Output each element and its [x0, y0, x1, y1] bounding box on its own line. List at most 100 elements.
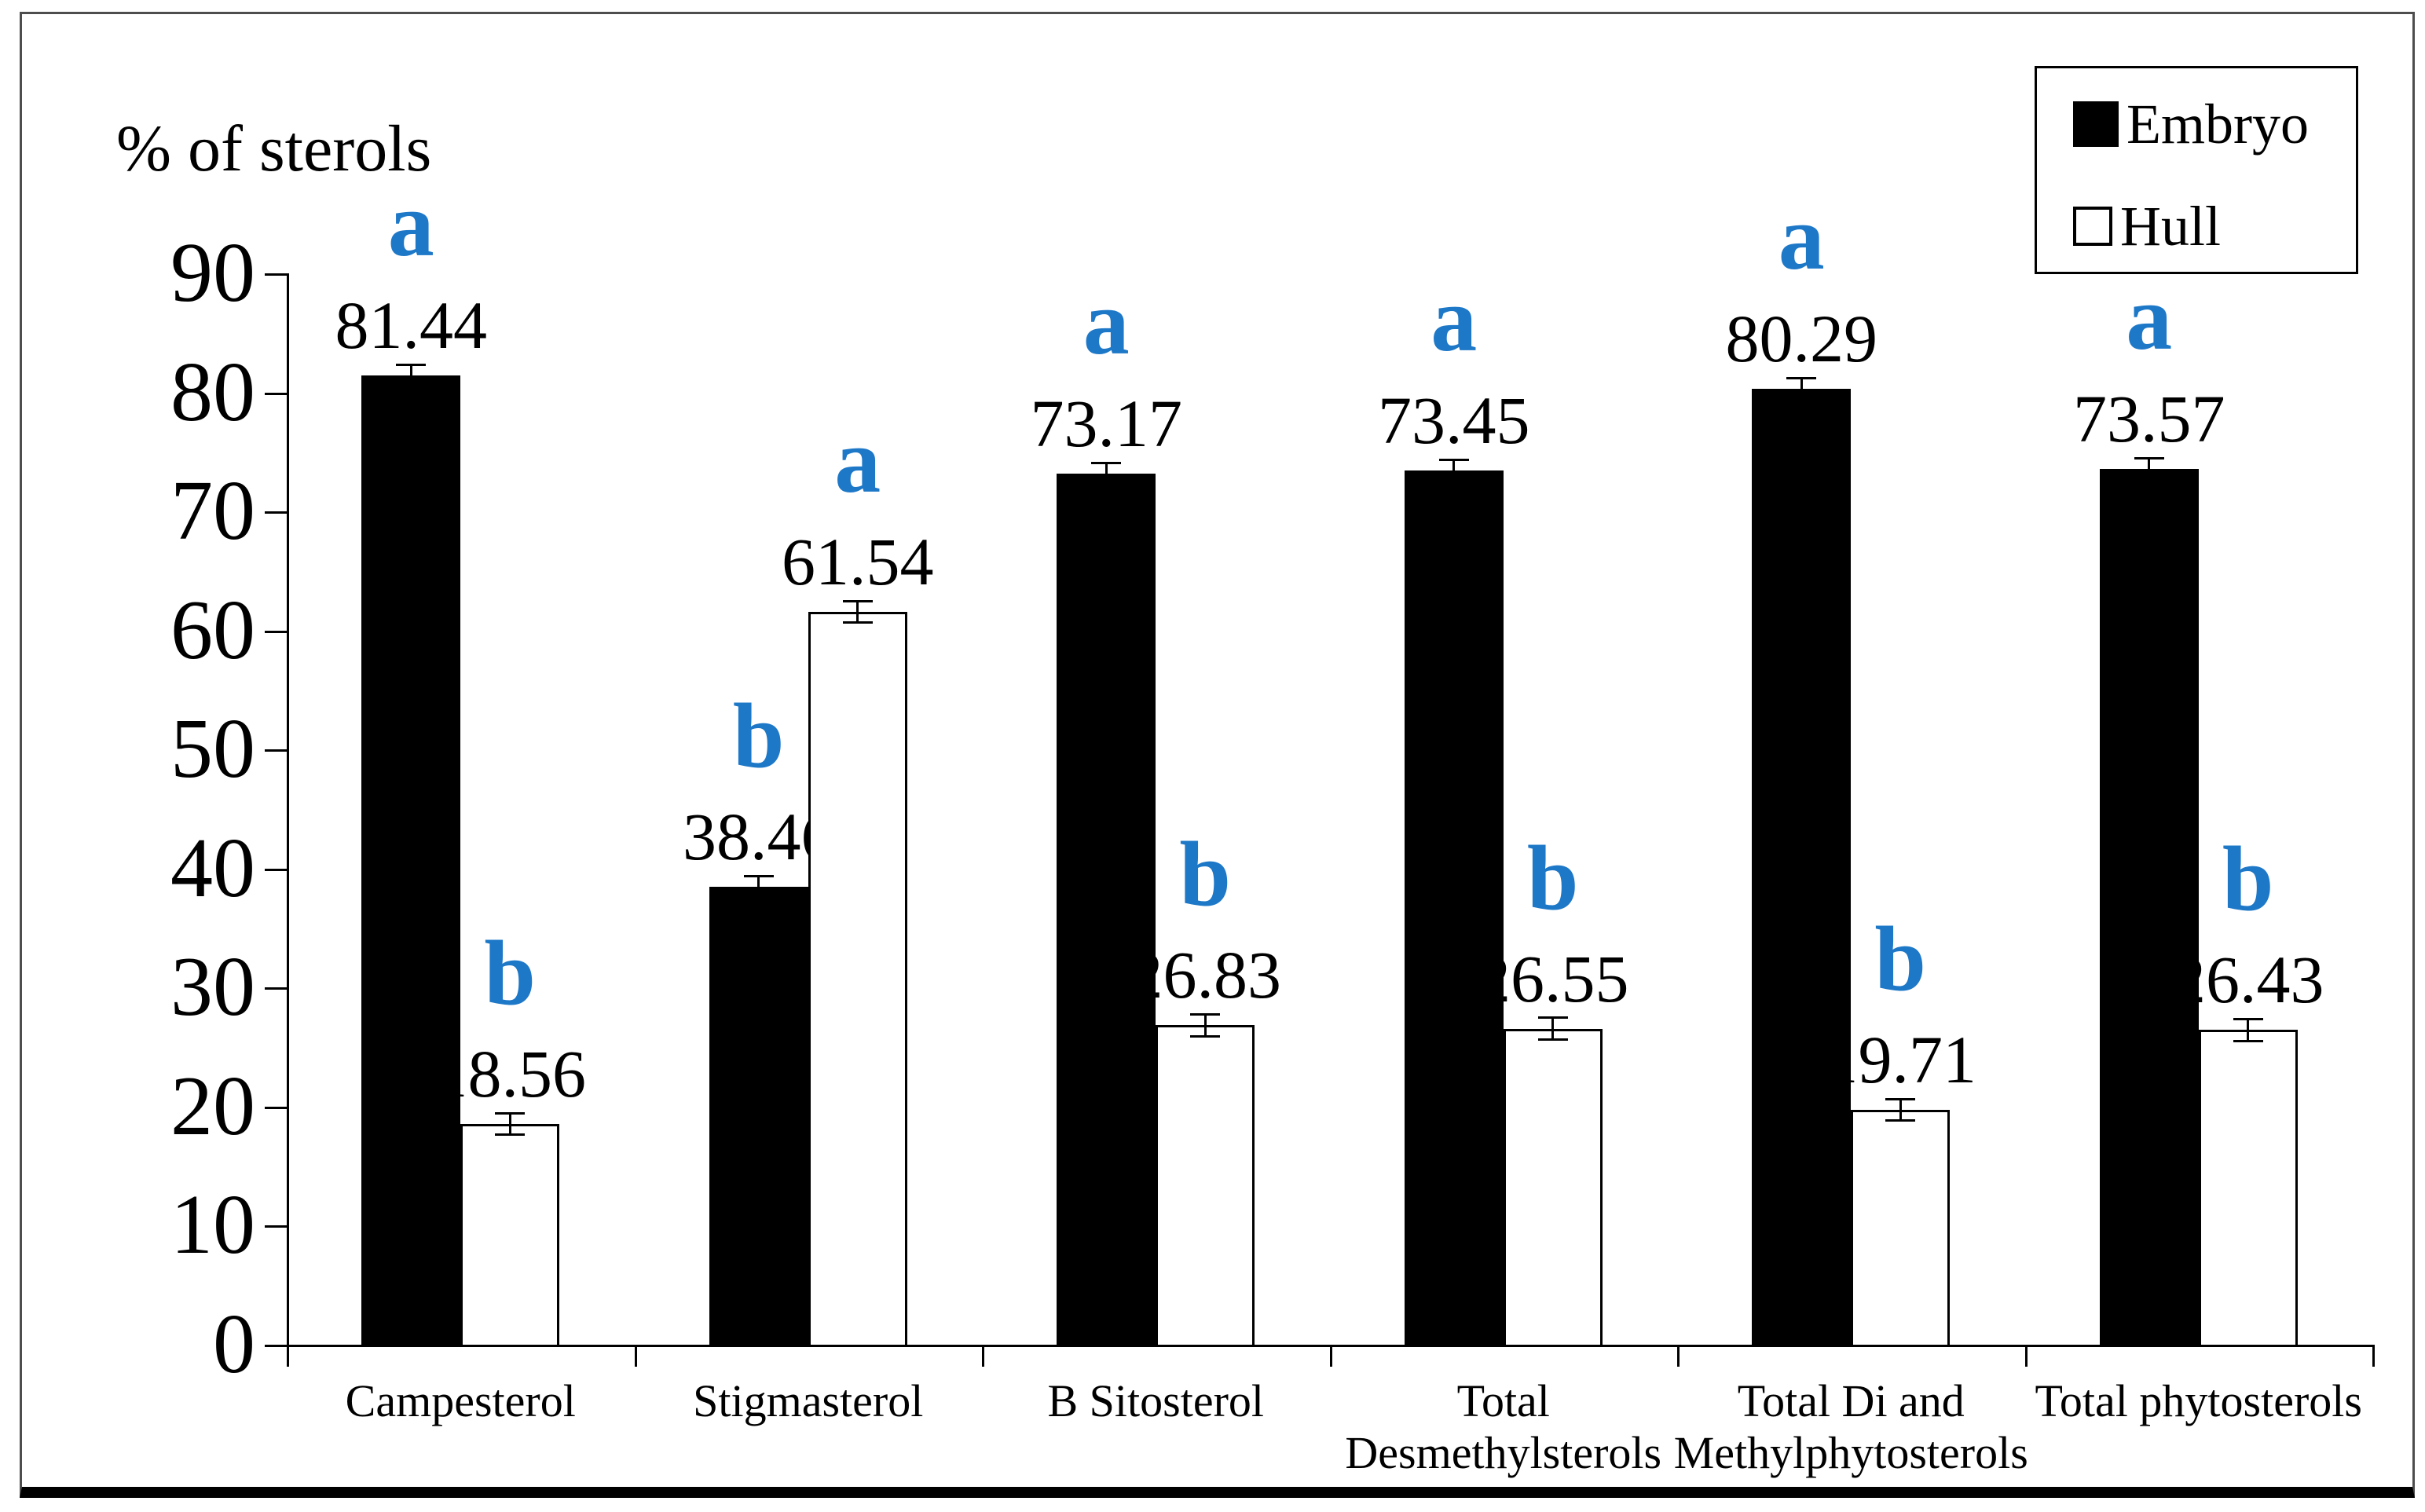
error-bar-cap-top — [495, 1111, 526, 1115]
y-axis-tick — [265, 630, 287, 633]
error-bar-whisker — [409, 363, 412, 387]
x-category-label: Total — [1456, 1375, 1550, 1426]
chart-title: % of sterols — [116, 112, 432, 185]
bar-embryo-2 — [709, 887, 808, 1347]
bar-value-label: 73.57 — [2073, 381, 2225, 456]
error-bar-cap-top — [842, 600, 873, 603]
significance-letter: a — [387, 172, 434, 276]
error-bar-whisker — [2247, 1018, 2250, 1042]
x-axis-tick — [287, 1345, 289, 1367]
error-bar-whisker — [1104, 461, 1108, 486]
x-axis-tick — [982, 1345, 984, 1367]
error-bar-cap-bottom — [2233, 1039, 2263, 1042]
error-bar-cap-top — [396, 363, 427, 366]
bar-hull-6 — [2198, 1030, 2298, 1347]
x-axis-tick — [2024, 1345, 2028, 1367]
error-bar-whisker — [1800, 377, 1803, 401]
error-bar-cap-bottom — [396, 384, 427, 387]
y-axis-tick-label: 70 — [170, 464, 255, 558]
error-bar-whisker — [1203, 1013, 1207, 1038]
significance-letter: b — [1179, 822, 1232, 926]
y-axis-tick — [265, 392, 287, 395]
significance-letter: a — [1430, 267, 1478, 371]
bar-value-label: 19.71 — [1824, 1022, 1977, 1098]
error-bar-cap-bottom — [1537, 1038, 1568, 1041]
x-category-label: Total Di and — [1737, 1375, 1965, 1426]
significance-letter: b — [484, 921, 537, 1024]
error-bar-whisker — [856, 600, 859, 624]
error-bar-cap-bottom — [2134, 478, 2164, 481]
x-axis-tick — [1329, 1345, 1332, 1367]
bar-embryo-5 — [1752, 389, 1852, 1347]
y-axis-tick — [265, 1106, 287, 1109]
y-axis-tick — [265, 1345, 287, 1347]
legend-label-hull: Hull — [2120, 195, 2222, 258]
bar-value-label: 26.55 — [1477, 940, 1629, 1016]
error-bar-cap-top — [1091, 461, 1122, 464]
x-category-label: Total phytosterols — [2035, 1375, 2362, 1426]
y-axis-tick — [265, 987, 287, 990]
error-bar-whisker — [2148, 456, 2151, 481]
error-bar-cap-top — [1885, 1098, 1916, 1101]
error-bar-cap-bottom — [842, 621, 873, 624]
bar-value-label: 81.44 — [335, 287, 488, 363]
y-axis-tick — [265, 749, 287, 752]
error-bar-cap-bottom — [743, 896, 774, 899]
y-axis-tick-label: 80 — [170, 345, 255, 439]
embryo-swatch — [2073, 101, 2119, 147]
y-axis-tick-label: 0 — [213, 1298, 255, 1391]
significance-letter: b — [1874, 907, 1927, 1011]
y-axis-tick-label: 10 — [170, 1178, 255, 1272]
bar-hull-2 — [808, 612, 907, 1347]
bar-value-label: 18.56 — [434, 1035, 587, 1111]
bar-embryo-3 — [1057, 474, 1156, 1347]
error-bar-whisker — [757, 874, 760, 899]
x-category-label: Campesterol — [345, 1375, 576, 1426]
bar-value-label: 73.45 — [1378, 382, 1530, 458]
error-bar-cap-bottom — [1786, 398, 1817, 401]
legend-item-hull: Hull — [2037, 192, 2356, 260]
y-axis-tick-label: 30 — [170, 940, 255, 1034]
error-bar-cap-top — [1438, 458, 1469, 461]
x-category-label: B Sitosterol — [1047, 1375, 1265, 1426]
significance-letter: b — [1526, 826, 1579, 929]
error-bar-whisker — [1899, 1098, 1902, 1122]
y-axis-tick-label: 40 — [170, 821, 255, 915]
bar-value-label: 73.17 — [1030, 386, 1183, 462]
significance-letter: a — [1082, 271, 1130, 375]
x-axis-tick — [1677, 1345, 1680, 1367]
error-bar-whisker — [1452, 458, 1456, 482]
error-bar-cap-bottom — [1885, 1119, 1916, 1122]
figure-frame — [20, 12, 2415, 1498]
bar-hull-4 — [1503, 1028, 1603, 1347]
significance-letter: a — [834, 409, 881, 513]
y-axis-tick — [265, 868, 287, 871]
bar-embryo-1 — [361, 375, 461, 1347]
error-bar-whisker — [1551, 1016, 1555, 1041]
y-axis-tick-label: 50 — [170, 702, 255, 796]
bar-hull-5 — [1851, 1110, 1951, 1347]
error-bar-cap-bottom — [1438, 479, 1469, 482]
error-bar-cap-top — [2233, 1018, 2263, 1021]
bar-value-label: 61.54 — [782, 524, 934, 600]
x-category-label: Desmethylsterols — [1345, 1427, 1662, 1478]
legend-item-embryo: Embryo — [2037, 90, 2356, 158]
error-bar-cap-top — [1786, 377, 1817, 379]
hull-swatch — [2073, 207, 2112, 246]
y-axis-tick — [265, 273, 287, 276]
y-axis-tick — [265, 1225, 287, 1228]
x-axis-tick — [634, 1345, 637, 1367]
legend: Embryo Hull — [2035, 66, 2358, 274]
error-bar-cap-top — [2134, 456, 2164, 459]
bar-embryo-6 — [2099, 469, 2199, 1347]
y-axis-tick-label: 90 — [170, 226, 255, 320]
significance-letter: b — [732, 684, 785, 788]
significance-letter: a — [1778, 186, 1825, 290]
error-bar-cap-top — [1537, 1016, 1568, 1020]
error-bar-cap-bottom — [1091, 483, 1122, 486]
error-bar-cap-top — [743, 874, 774, 877]
error-bar-whisker — [508, 1111, 511, 1136]
y-axis-tick-label: 20 — [170, 1059, 255, 1153]
x-category-label: Stigmasterol — [693, 1375, 924, 1426]
